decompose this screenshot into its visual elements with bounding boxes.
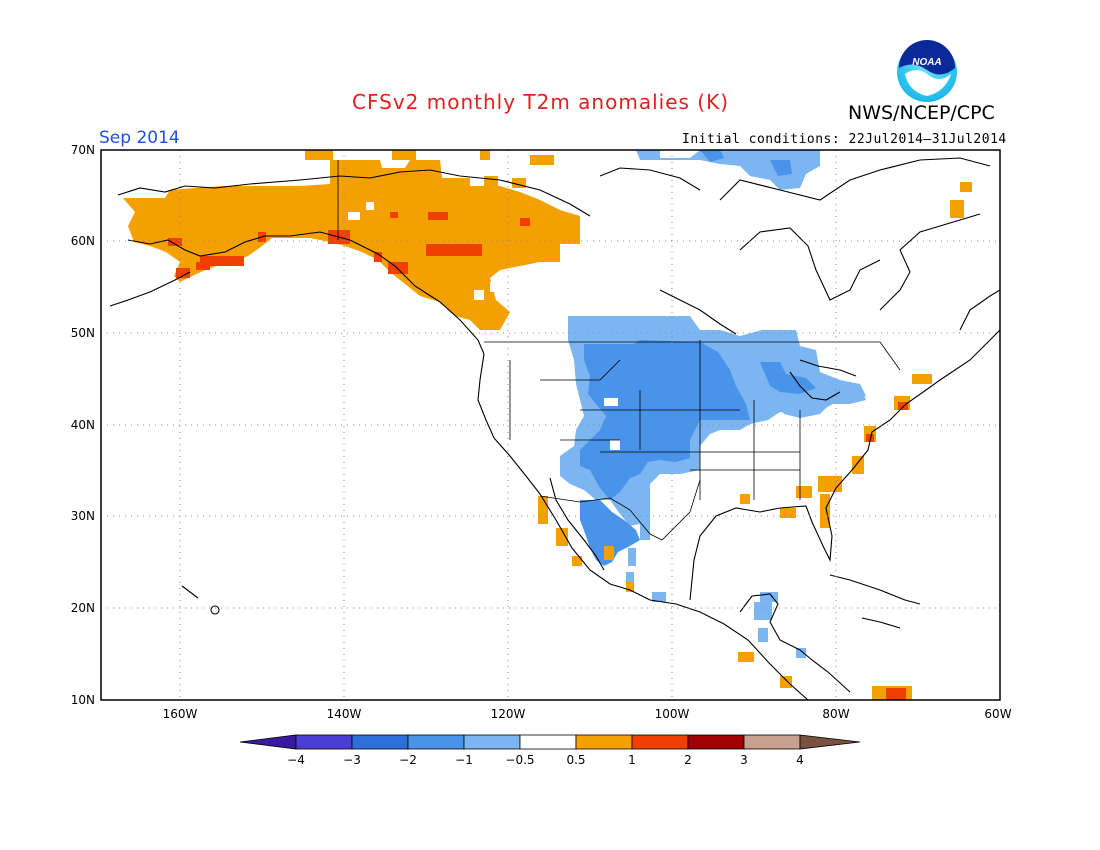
colorbar-swatch <box>519 734 577 750</box>
noaa-logo-text: NOAA <box>912 57 941 68</box>
lon-label: 100W <box>655 707 690 721</box>
colorbar-swatch <box>295 734 353 750</box>
lat-label: 30N <box>71 509 95 523</box>
colorbar-low-arrow <box>239 734 297 750</box>
colorbar-swatch <box>407 734 465 750</box>
warm-region-alaska <box>123 160 580 330</box>
initial-conditions-label: Initial conditions: 22Jul2014–31Jul2014 <box>682 132 1007 147</box>
colorbar-swatch <box>687 734 745 750</box>
cold-region-mexico <box>580 500 640 566</box>
colorbar-tick-label: −1 <box>455 753 473 767</box>
lat-label: 20N <box>71 601 95 615</box>
colorbar-swatch <box>631 734 689 750</box>
lon-label: 80W <box>822 707 849 721</box>
colorbar-swatch <box>463 734 521 750</box>
lat-label: 60N <box>71 234 95 248</box>
colorbar-tick-label: −0.5 <box>505 753 534 767</box>
anomaly-cells <box>123 150 972 700</box>
lon-label: 60W <box>984 707 1011 721</box>
lon-label: 160W <box>163 707 198 721</box>
cold-core-central-us <box>580 340 750 500</box>
colorbar-tick-label: 3 <box>740 753 748 767</box>
noaa-logo: NOAA <box>897 40 957 102</box>
colorbar-tick-label: −3 <box>343 753 361 767</box>
colorbar-tick-label: −2 <box>399 753 417 767</box>
lon-label: 140W <box>327 707 362 721</box>
lon-label: 120W <box>491 707 526 721</box>
lat-label: 70N <box>71 143 95 157</box>
warm-spots-southeast <box>538 182 972 700</box>
coastlines <box>109 157 1000 700</box>
colorbar-tick-label: −4 <box>287 753 305 767</box>
colorbar-high-arrow <box>799 734 861 750</box>
colorbar-swatch <box>743 734 801 750</box>
map-frame <box>100 149 1001 701</box>
valid-month-label: Sep 2014 <box>99 128 180 148</box>
colorbar <box>239 734 861 750</box>
colorbar-tick-label: 1 <box>628 753 636 767</box>
colorbar-tick-label: 4 <box>796 753 804 767</box>
colorbar-swatch <box>351 734 409 750</box>
map-title: CFSv2 monthly T2m anomalies (K) <box>352 90 729 114</box>
colorbar-tick-label: 2 <box>684 753 692 767</box>
colorbar-tick-label: 0.5 <box>566 753 585 767</box>
lat-label: 10N <box>71 693 95 707</box>
organization-label: NWS/NCEP/CPC <box>848 102 995 124</box>
colorbar-swatch <box>575 734 633 750</box>
lat-label: 40N <box>71 418 95 432</box>
lat-label: 50N <box>71 326 95 340</box>
political-borders <box>337 160 901 541</box>
